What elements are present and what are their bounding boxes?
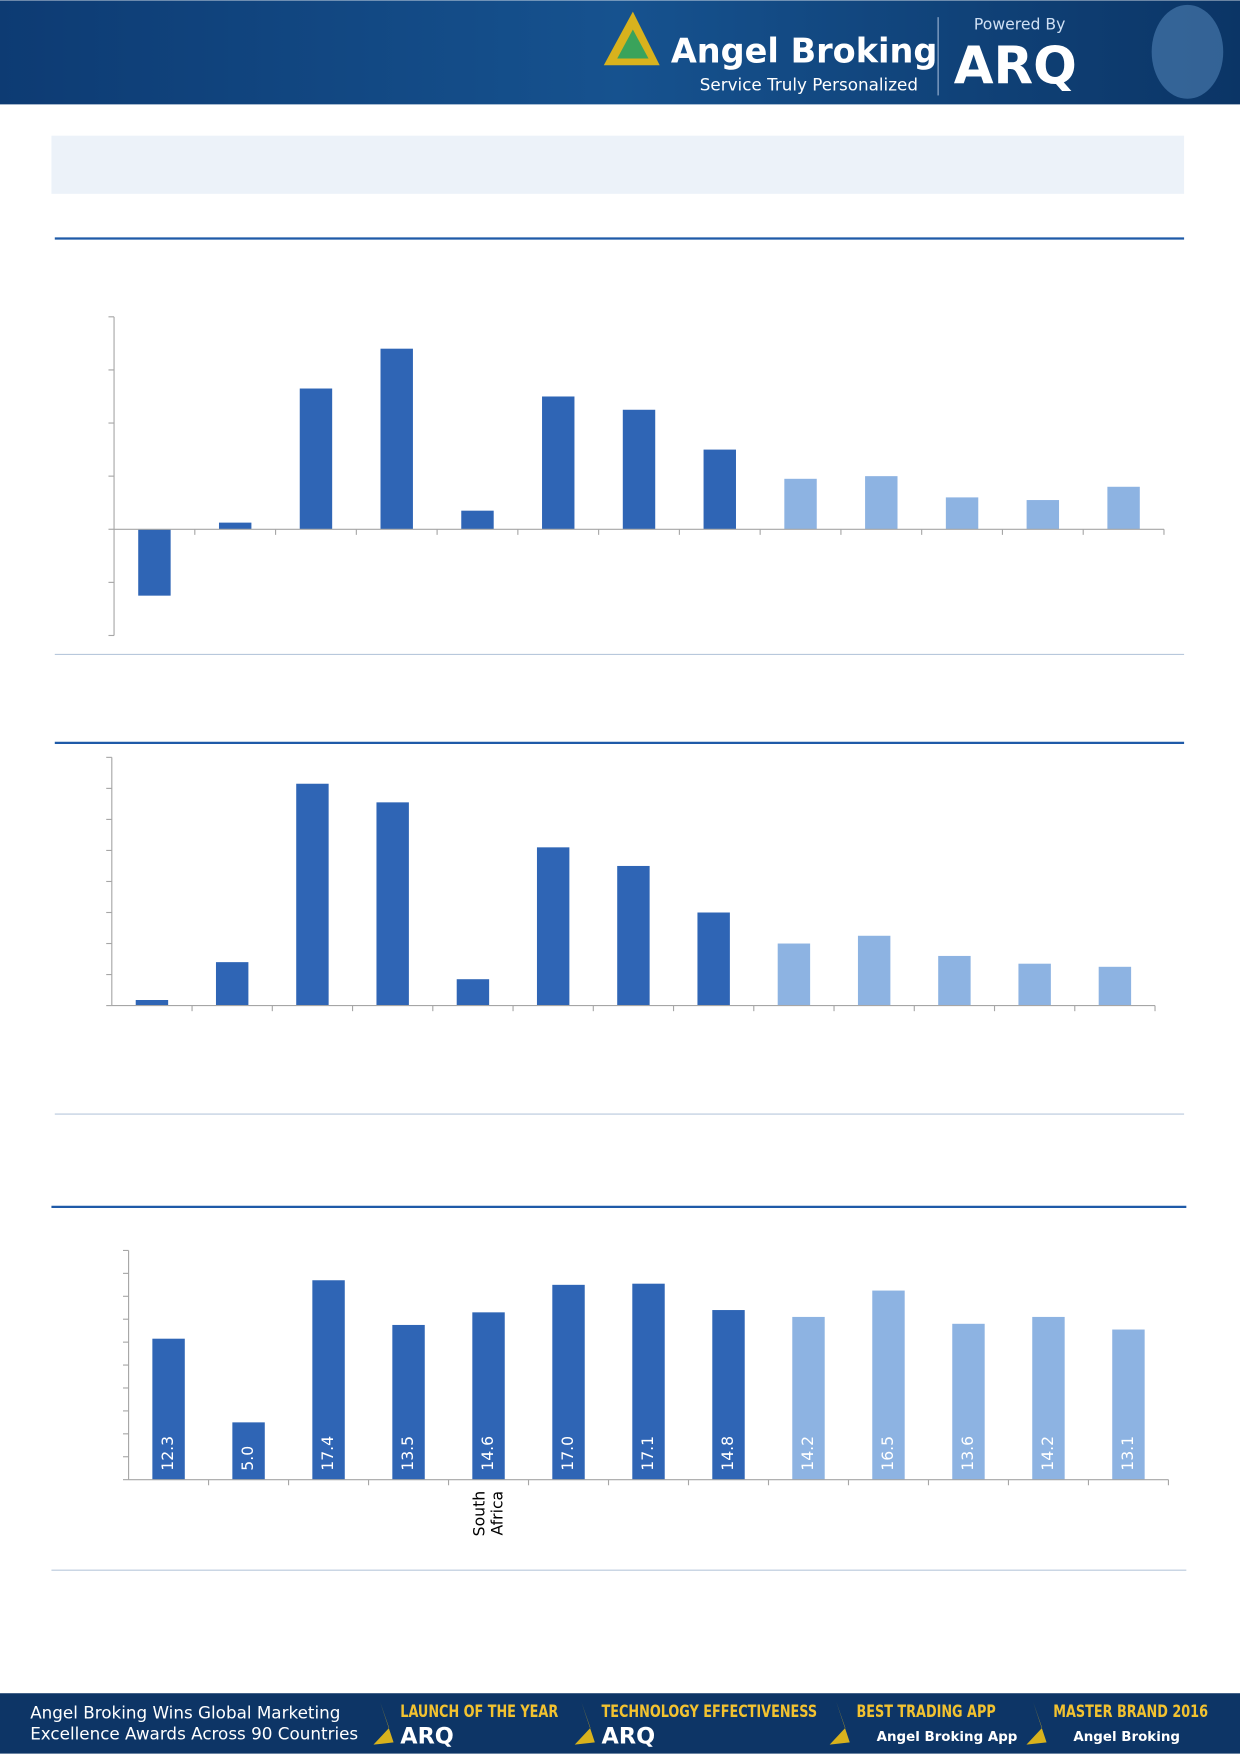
bar <box>1026 500 1060 530</box>
bar <box>792 1316 825 1480</box>
value-label: 14.2 <box>1038 1436 1057 1471</box>
chart: 12.3 5.0 17.4 13.5 SouthAfrica 14.6 17.0 17.1 14… <box>122 1249 1169 1536</box>
award-star <box>829 1702 850 1745</box>
chart <box>106 756 1156 1012</box>
value-label: 17.0 <box>558 1436 577 1471</box>
bar <box>872 1290 905 1480</box>
bar <box>938 955 971 1006</box>
value-label: 16.5 <box>878 1436 897 1471</box>
brand: Angel Broking <box>671 31 938 70</box>
bar <box>703 449 736 530</box>
value-label: 12.3 <box>158 1436 177 1471</box>
bar <box>777 943 811 1006</box>
bar <box>456 979 490 1006</box>
award-brand: ARQ <box>400 1723 454 1749</box>
value-label: 13.5 <box>398 1436 417 1471</box>
bar <box>299 388 333 530</box>
bar <box>380 348 413 530</box>
bar <box>1098 966 1132 1006</box>
award-star <box>574 1702 595 1745</box>
footer-headline: Angel Broking Wins Global Marketing <box>30 1702 340 1722</box>
bar <box>784 478 817 530</box>
award-brand: Angel Broking <box>1073 1730 1180 1745</box>
bar <box>536 847 570 1006</box>
award-brand: Angel Broking App <box>877 1730 1018 1745</box>
value-label: 14.2 <box>798 1436 817 1471</box>
bar <box>218 522 252 530</box>
value-label: 14.8 <box>718 1436 737 1471</box>
bar <box>461 510 494 530</box>
award-title: MASTER BRAND 2016 <box>1053 1702 1208 1721</box>
bar <box>865 476 898 530</box>
bar <box>152 1338 185 1480</box>
chart <box>108 316 1165 637</box>
bar <box>712 1310 745 1480</box>
bar <box>632 1283 665 1480</box>
title-box <box>51 135 1185 194</box>
bar <box>945 497 979 530</box>
award-brand: ARQ <box>602 1723 656 1749</box>
powered-by: Powered By <box>974 14 1065 33</box>
x-tick-label: SouthAfrica <box>469 1491 506 1536</box>
bar <box>552 1284 585 1480</box>
value-label: 17.4 <box>318 1436 337 1471</box>
award-star <box>1026 1702 1047 1745</box>
bar <box>312 1280 345 1480</box>
value-label: 13.1 <box>1118 1436 1137 1471</box>
value-label: 13.6 <box>958 1436 977 1471</box>
bar <box>296 783 329 1006</box>
bar <box>857 935 891 1006</box>
product: ARQ <box>954 37 1077 97</box>
value-label: 17.1 <box>638 1436 657 1471</box>
bar <box>1018 963 1051 1006</box>
bar <box>232 1422 265 1480</box>
logo-icon-inner <box>617 29 649 59</box>
bar <box>376 802 409 1006</box>
bar <box>215 962 249 1006</box>
bar <box>138 529 171 596</box>
award-title: BEST TRADING APP <box>856 1702 995 1721</box>
award-title: TECHNOLOGY EFFECTIVENESS <box>602 1702 818 1721</box>
bar <box>1112 1329 1145 1480</box>
bar <box>1032 1316 1065 1480</box>
bar <box>697 912 730 1006</box>
bar <box>622 409 656 530</box>
award-star <box>373 1702 394 1745</box>
footer-headline: Excellence Awards Across 90 Countries <box>30 1724 358 1744</box>
award-title: LAUNCH OF THE YEAR <box>400 1702 558 1721</box>
bar <box>1107 486 1140 530</box>
bar <box>542 396 575 530</box>
bar <box>392 1324 425 1480</box>
header-figure <box>1151 4 1224 99</box>
bar <box>952 1323 985 1480</box>
bar <box>135 999 169 1006</box>
value-label: 14.6 <box>478 1436 497 1471</box>
bar <box>617 865 650 1006</box>
value-label: 5.0 <box>238 1446 257 1471</box>
bar <box>472 1312 505 1480</box>
tagline: Service Truly Personalized <box>700 74 918 94</box>
